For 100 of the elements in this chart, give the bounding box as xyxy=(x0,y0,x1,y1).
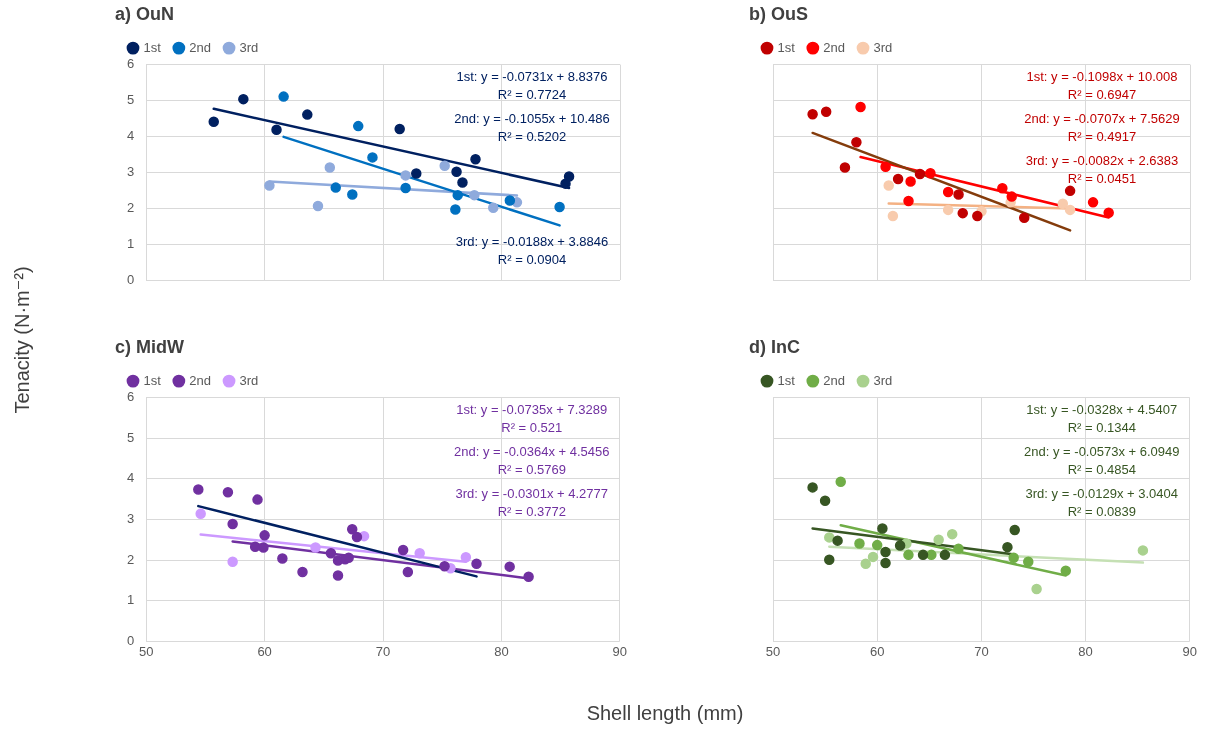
annotation: 3rd: y = -0.0082x + 2.6383 xyxy=(1025,153,1179,169)
y-tick-label: 4 xyxy=(127,470,135,486)
annotation: 1st: y = -0.0328x + 4.5407 xyxy=(1026,402,1178,418)
point xyxy=(942,186,954,198)
annotation: 3rd: y = -0.0188x + 3.8846 xyxy=(455,233,609,249)
annotation: 2nd: y = -0.0707x + 7.5629 xyxy=(1024,111,1180,127)
point xyxy=(880,557,891,569)
y-tick-label: 6 xyxy=(127,56,135,72)
chart-title: c) MidW xyxy=(115,336,184,357)
legend-label: 2nd xyxy=(823,39,846,55)
annotation: R² = 0.521 xyxy=(501,420,563,436)
point xyxy=(851,137,862,148)
point xyxy=(471,558,482,570)
legend-label: 3rd xyxy=(239,372,259,388)
legend-label: 2nd xyxy=(189,372,212,388)
point xyxy=(325,547,337,559)
point xyxy=(402,566,414,578)
annotation: 1st: y = -0.0731x + 8.8376 xyxy=(456,69,608,85)
point xyxy=(835,476,846,487)
point xyxy=(1031,583,1042,595)
x-tick-label: 90 xyxy=(612,643,627,659)
x-tick-label: 70 xyxy=(375,643,391,659)
point xyxy=(351,531,363,543)
y-tick-label: 2 xyxy=(127,551,135,567)
annotation: 2nd: y = -0.0364x + 4.5456 xyxy=(454,444,610,460)
point xyxy=(264,180,275,191)
y-tick-label: 4 xyxy=(127,128,135,144)
point xyxy=(450,204,461,215)
legend-label: 1st xyxy=(777,39,796,55)
annotation: 3rd: y = -0.0301x + 4.2777 xyxy=(455,486,609,502)
annotation: R² = 0.1344 xyxy=(1067,420,1136,436)
point xyxy=(871,539,883,551)
point xyxy=(324,162,336,173)
legend-label: 1st xyxy=(777,372,796,388)
point xyxy=(1137,545,1149,556)
y-tick-label: 0 xyxy=(127,632,135,648)
point xyxy=(957,207,968,219)
point xyxy=(352,120,364,132)
legend-label: 2nd xyxy=(823,372,846,388)
y-tick-label: 1 xyxy=(127,236,135,252)
x-tick-label: 80 xyxy=(494,643,509,659)
point xyxy=(939,549,951,561)
point xyxy=(807,108,818,120)
point xyxy=(905,176,916,187)
x-tick-label: 50 xyxy=(765,643,781,659)
point xyxy=(460,552,472,563)
legend-label: 3rd xyxy=(239,39,259,55)
point xyxy=(1002,541,1013,553)
point xyxy=(1087,197,1099,208)
point xyxy=(563,171,575,182)
point xyxy=(1103,207,1114,219)
point xyxy=(193,484,204,495)
point xyxy=(1018,212,1030,224)
point xyxy=(883,180,894,191)
chart-title: d) InC xyxy=(749,336,800,357)
point xyxy=(367,152,378,163)
point xyxy=(1023,556,1034,568)
y-tick-label: 6 xyxy=(127,389,135,405)
annotation: 3rd: y = -0.0129x + 3.0404 xyxy=(1025,486,1179,502)
point xyxy=(824,554,835,565)
point xyxy=(504,195,516,206)
point xyxy=(523,571,534,583)
point xyxy=(942,204,954,216)
point xyxy=(277,553,288,564)
x-tick-label: 60 xyxy=(869,643,885,659)
y-tick-label: 0 xyxy=(127,271,135,287)
legend-label: 3rd xyxy=(873,372,893,388)
point xyxy=(227,518,238,530)
point xyxy=(208,116,219,128)
y-tick-label: 1 xyxy=(127,592,135,608)
annotation: R² = 0.4917 xyxy=(1067,129,1137,145)
point xyxy=(997,183,1008,194)
legend-label: 1st xyxy=(143,39,162,55)
legend-label: 1st xyxy=(143,372,162,388)
point xyxy=(312,200,324,212)
annotation: R² = 0.0904 xyxy=(497,251,567,267)
y-tick-label: 5 xyxy=(127,92,135,108)
point xyxy=(259,530,270,541)
point xyxy=(854,538,865,549)
point xyxy=(972,210,983,222)
point xyxy=(330,182,341,193)
annotation: R² = 0.5202 xyxy=(497,129,567,145)
point xyxy=(195,508,206,520)
x-axis-title: Shell length (mm) xyxy=(586,701,744,725)
point xyxy=(914,168,926,180)
point xyxy=(880,161,891,172)
point xyxy=(470,153,481,165)
annotation: R² = 0.7724 xyxy=(497,87,567,103)
annotation: R² = 0.4854 xyxy=(1067,462,1136,478)
point xyxy=(1064,185,1076,197)
annotation: R² = 0.6947 xyxy=(1067,87,1137,103)
annotation: 2nd: y = -0.0573x + 6.0949 xyxy=(1024,444,1180,460)
annotation: 1st: y = -0.1098x + 10.008 xyxy=(1026,69,1178,85)
point xyxy=(819,495,831,507)
annotation: R² = 0.0451 xyxy=(1067,171,1137,187)
point xyxy=(227,556,238,568)
point xyxy=(953,189,964,200)
point xyxy=(457,177,468,188)
point xyxy=(271,124,282,135)
annotation: R² = 0.0839 xyxy=(1067,504,1136,520)
